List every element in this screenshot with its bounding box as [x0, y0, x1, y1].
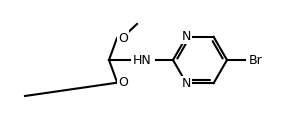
Text: N: N — [182, 30, 191, 43]
Text: Br: Br — [249, 54, 263, 66]
Text: O: O — [118, 31, 128, 45]
Text: HN: HN — [132, 54, 151, 66]
Text: O: O — [118, 75, 128, 89]
Text: N: N — [182, 77, 191, 90]
